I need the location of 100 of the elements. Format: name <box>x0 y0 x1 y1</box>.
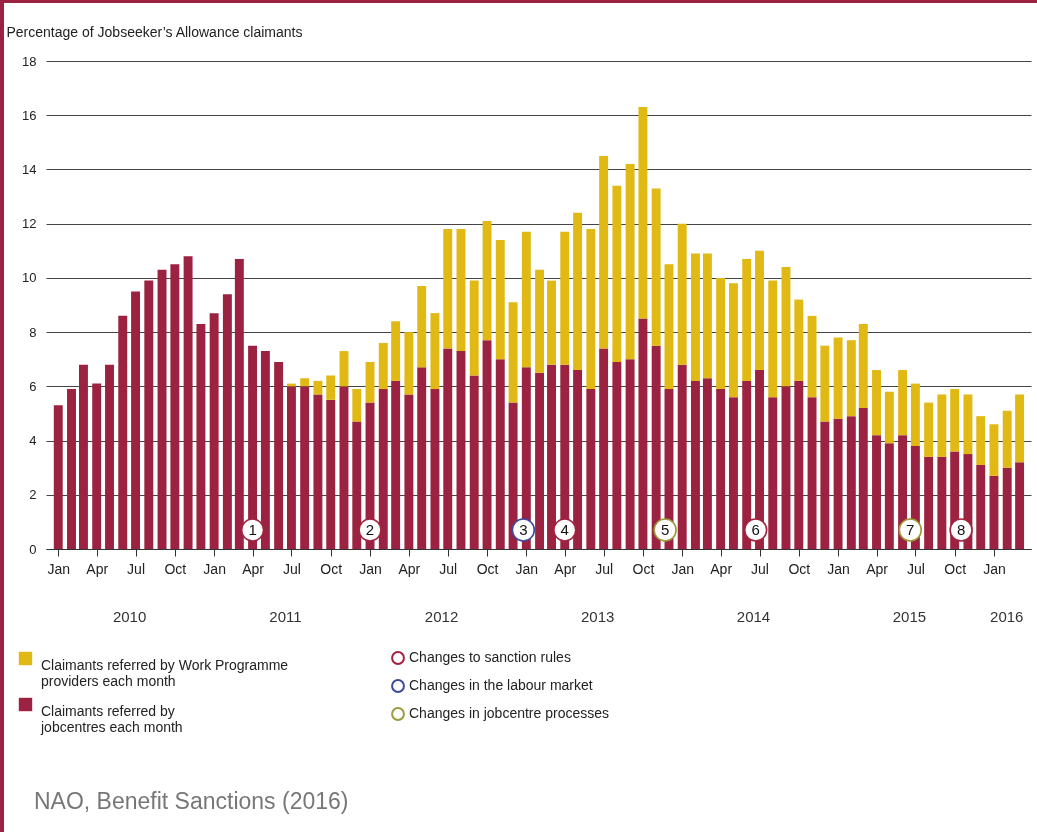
bar <box>222 294 232 549</box>
bar <box>469 280 479 376</box>
text: 2011 <box>269 608 302 625</box>
bar <box>833 337 843 419</box>
bar <box>274 361 284 549</box>
x-tick-label: Apr <box>242 560 265 577</box>
bar <box>535 269 545 373</box>
bar <box>391 380 401 549</box>
bar <box>286 386 296 549</box>
y-tick-label: 16 <box>22 107 37 123</box>
bar <box>456 229 466 352</box>
y-tick-label: 10 <box>22 270 37 286</box>
bar <box>858 408 868 549</box>
text: 2012 <box>424 608 459 625</box>
bar <box>482 220 492 341</box>
bar <box>690 380 700 549</box>
bar <box>651 188 661 346</box>
bar <box>535 372 545 549</box>
bar <box>638 107 648 319</box>
legend-label: Changes in the labour market <box>409 677 593 693</box>
bar <box>456 351 466 549</box>
bar <box>794 299 804 381</box>
bar <box>976 464 986 549</box>
bar <box>910 383 920 446</box>
bar <box>612 185 622 362</box>
bar <box>872 435 881 549</box>
bar <box>820 345 830 422</box>
bar <box>651 345 661 549</box>
bar <box>170 264 180 549</box>
annotation: 6 <box>751 521 760 539</box>
bar <box>365 361 375 403</box>
bar <box>508 302 518 403</box>
bar <box>846 340 856 417</box>
bar <box>521 231 531 368</box>
x-tick-label: Oct <box>476 560 499 577</box>
bar <box>625 359 635 549</box>
x-tick-label: Oct <box>944 560 967 577</box>
text: 2010 <box>112 608 147 625</box>
bar <box>728 283 738 398</box>
x-tick-label: Jan <box>359 560 382 577</box>
annotation: 1 <box>248 521 257 539</box>
x-tick-label: Oct <box>788 560 811 577</box>
bar <box>131 291 141 549</box>
bar <box>612 361 622 549</box>
bar <box>858 323 868 409</box>
y-tick-label: 0 <box>29 541 37 557</box>
bar <box>378 342 388 390</box>
bar <box>872 370 881 436</box>
bar <box>560 231 570 365</box>
annotation: 4 <box>560 521 569 539</box>
bar <box>664 264 674 390</box>
bar <box>1015 394 1025 463</box>
bar <box>209 313 219 549</box>
x-tick-label: Apr <box>866 560 889 577</box>
bar <box>313 394 323 549</box>
bar <box>196 323 206 549</box>
bar <box>599 155 609 349</box>
annotation: 2 <box>365 521 375 539</box>
bar <box>677 364 687 549</box>
bar <box>144 280 154 549</box>
legend-label: Claimants referred by Work Programme providers each month <box>41 656 289 689</box>
bar <box>638 318 648 549</box>
x-tick-label: Jul <box>439 560 458 577</box>
bar <box>976 416 986 465</box>
bar <box>508 402 518 549</box>
x-tick-label: Jan <box>671 560 694 577</box>
x-tick-label: Jan <box>47 560 71 577</box>
bar <box>950 389 960 452</box>
bar <box>67 389 76 549</box>
bar <box>404 394 414 549</box>
bar <box>404 332 414 395</box>
bar <box>586 389 596 549</box>
x-tick-label: Oct <box>164 560 187 577</box>
bar <box>599 348 609 549</box>
bar <box>807 315 817 398</box>
bar <box>884 443 894 549</box>
bar <box>430 389 440 549</box>
bar <box>326 375 336 400</box>
bar <box>884 391 894 444</box>
bar <box>1002 410 1012 468</box>
bar <box>716 389 726 549</box>
bar <box>1015 462 1025 549</box>
y-tick-label: 14 <box>22 161 37 177</box>
bar <box>92 383 102 549</box>
x-tick-label: Jul <box>282 560 301 577</box>
bar <box>716 277 726 390</box>
bar <box>417 367 427 549</box>
bar <box>625 164 635 360</box>
bar <box>482 340 492 549</box>
bar <box>443 348 453 549</box>
bar <box>702 378 712 549</box>
x-tick-label: Jan <box>983 560 1006 577</box>
bar <box>677 223 687 365</box>
y-axis-title: Percentage of Jobseeker’s Allowance claimants <box>6 23 303 40</box>
x-tick-label: Jul <box>751 560 769 577</box>
x-tick-label: Apr <box>554 560 577 577</box>
bar <box>963 394 973 455</box>
bar <box>469 375 479 549</box>
y-tick-label: 6 <box>29 378 37 394</box>
y-tick-label: 12 <box>22 216 37 232</box>
